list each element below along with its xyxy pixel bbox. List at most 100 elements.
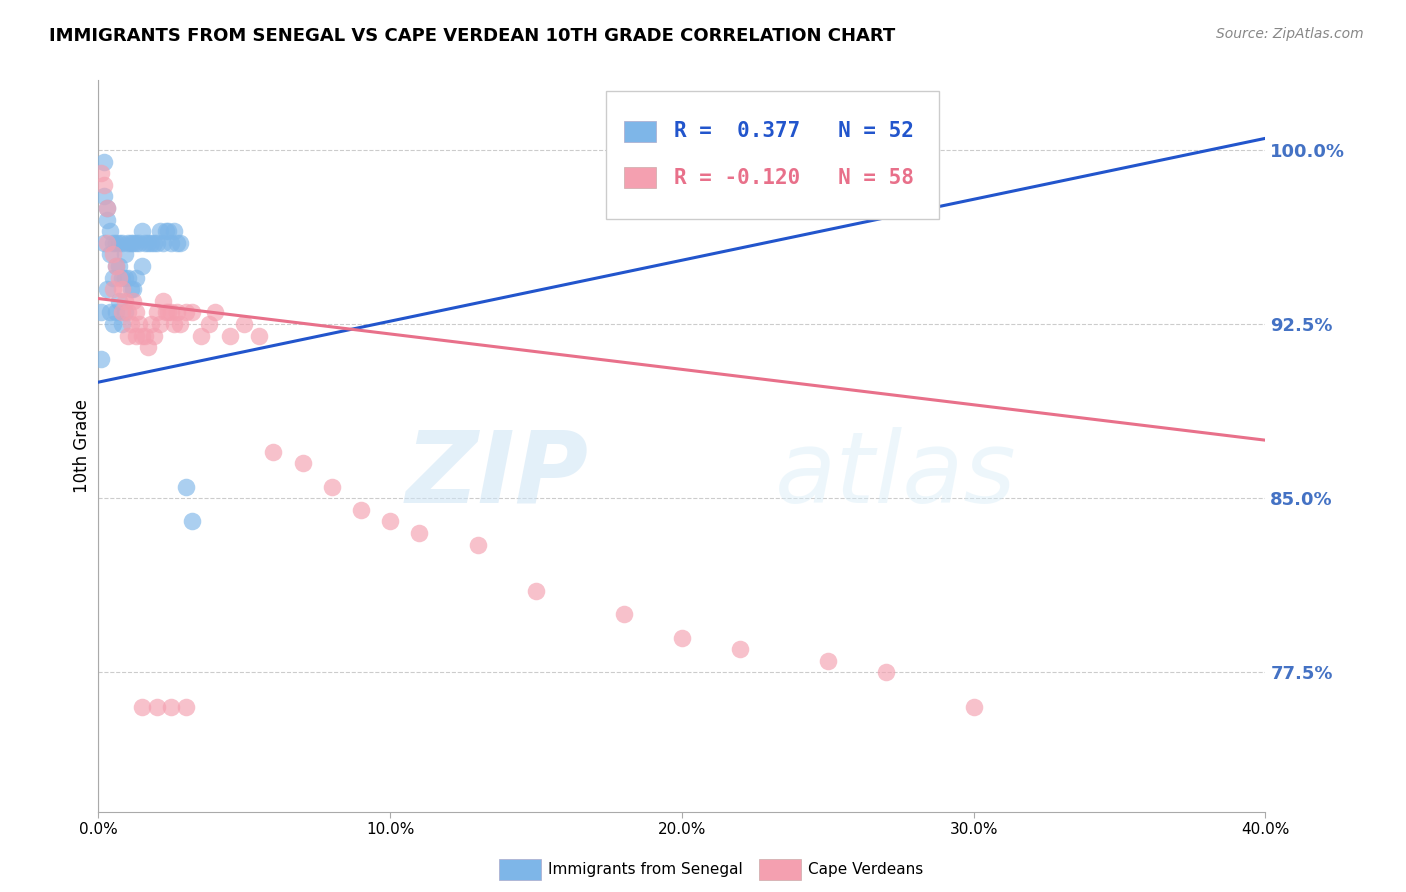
Point xyxy=(136,235,159,250)
Point xyxy=(90,305,112,319)
Point xyxy=(233,317,256,331)
Point xyxy=(169,235,191,250)
Point xyxy=(122,235,145,250)
Point xyxy=(155,224,177,238)
Point xyxy=(134,328,156,343)
Point xyxy=(93,189,115,203)
Point xyxy=(146,700,169,714)
Text: R = -0.120   N = 58: R = -0.120 N = 58 xyxy=(673,168,914,187)
Point xyxy=(146,305,169,319)
Point xyxy=(101,270,124,285)
Point xyxy=(174,305,197,319)
Point xyxy=(108,235,131,250)
Point xyxy=(380,515,402,529)
Point xyxy=(111,270,134,285)
Point xyxy=(163,224,186,238)
Text: ZIP: ZIP xyxy=(405,426,589,524)
Point xyxy=(247,328,270,343)
Point xyxy=(111,235,134,250)
Point xyxy=(136,340,159,354)
Point xyxy=(169,317,191,331)
Point xyxy=(166,305,188,319)
Point xyxy=(90,351,112,366)
Point xyxy=(321,480,343,494)
Point xyxy=(101,282,124,296)
Point xyxy=(117,305,139,319)
Point xyxy=(96,235,118,250)
Point xyxy=(131,259,153,273)
Point xyxy=(131,224,153,238)
Y-axis label: 10th Grade: 10th Grade xyxy=(73,399,91,493)
Point xyxy=(152,293,174,308)
Point xyxy=(149,317,172,331)
Point xyxy=(139,235,162,250)
Point xyxy=(104,305,127,319)
Point xyxy=(262,445,284,459)
Text: IMMIGRANTS FROM SENEGAL VS CAPE VERDEAN 10TH GRADE CORRELATION CHART: IMMIGRANTS FROM SENEGAL VS CAPE VERDEAN … xyxy=(49,27,896,45)
Point xyxy=(152,235,174,250)
Point xyxy=(218,328,240,343)
FancyBboxPatch shape xyxy=(606,91,939,219)
Point xyxy=(408,526,430,541)
Point xyxy=(142,328,165,343)
Point xyxy=(111,305,134,319)
Point xyxy=(166,235,188,250)
Point xyxy=(174,480,197,494)
Point xyxy=(146,235,169,250)
Point xyxy=(139,317,162,331)
Point xyxy=(612,607,634,622)
Text: Cape Verdeans: Cape Verdeans xyxy=(808,863,924,877)
Point xyxy=(291,457,314,471)
Point xyxy=(142,235,165,250)
Point xyxy=(157,305,180,319)
Point xyxy=(114,270,136,285)
Point xyxy=(104,259,127,273)
Point xyxy=(125,305,148,319)
Point xyxy=(117,328,139,343)
Point xyxy=(98,247,121,261)
Point xyxy=(120,317,142,331)
Point xyxy=(875,665,897,680)
Text: Source: ZipAtlas.com: Source: ZipAtlas.com xyxy=(1216,27,1364,41)
Point xyxy=(131,700,153,714)
Point xyxy=(128,317,150,331)
Point xyxy=(204,305,226,319)
Point xyxy=(104,235,127,250)
Point xyxy=(93,154,115,169)
Point xyxy=(111,282,134,296)
Point xyxy=(163,317,186,331)
Point xyxy=(93,178,115,192)
Point xyxy=(962,700,984,714)
Point xyxy=(96,212,118,227)
Point xyxy=(122,293,145,308)
Point xyxy=(730,642,752,657)
Point xyxy=(128,235,150,250)
Point xyxy=(96,201,118,215)
Point xyxy=(114,305,136,319)
Point xyxy=(350,503,373,517)
Text: Immigrants from Senegal: Immigrants from Senegal xyxy=(548,863,744,877)
Point xyxy=(117,235,139,250)
Point xyxy=(114,247,136,261)
Point xyxy=(96,282,118,296)
Point xyxy=(671,631,693,645)
Point xyxy=(180,515,202,529)
Point xyxy=(93,235,115,250)
Point xyxy=(160,700,183,714)
Point xyxy=(125,235,148,250)
Point xyxy=(117,270,139,285)
Point xyxy=(467,538,489,552)
Point xyxy=(90,166,112,180)
Point xyxy=(122,282,145,296)
Point xyxy=(157,224,180,238)
Point xyxy=(101,235,124,250)
Point xyxy=(101,317,124,331)
Text: R =  0.377   N = 52: R = 0.377 N = 52 xyxy=(673,121,914,142)
Point xyxy=(101,247,124,261)
Point xyxy=(524,584,547,599)
Point xyxy=(108,270,131,285)
Point xyxy=(817,654,839,668)
Point xyxy=(111,317,134,331)
Point xyxy=(155,305,177,319)
FancyBboxPatch shape xyxy=(624,168,657,188)
